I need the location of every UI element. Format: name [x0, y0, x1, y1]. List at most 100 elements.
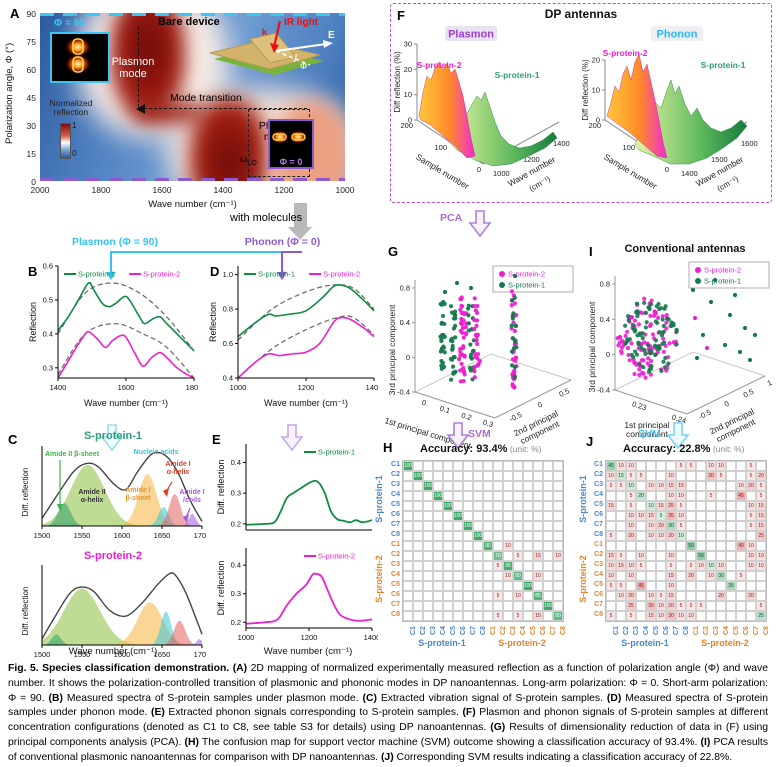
- matrix-cell: [726, 461, 736, 471]
- matrix-cell: [443, 611, 453, 621]
- matrix-cell: 100: [403, 461, 413, 471]
- data-point: [737, 349, 743, 355]
- legend-label: S-protein-2: [143, 270, 180, 279]
- matrix-cell: [513, 561, 523, 571]
- row-label: C4: [594, 491, 603, 498]
- series-s-protein-1: [57, 281, 195, 352]
- bare-device-label: Bare device: [158, 16, 220, 28]
- matrix-cell: [696, 471, 706, 481]
- col-label: C8: [560, 626, 567, 635]
- matrix-cell: [606, 521, 616, 531]
- tick-label: 1400: [364, 633, 378, 642]
- matrix-cell: 5: [616, 481, 626, 491]
- matrix-cell: 20: [666, 601, 676, 611]
- matrix-cell: [553, 571, 563, 581]
- matrix-cell: [686, 521, 696, 531]
- matrix-cell: [543, 561, 553, 571]
- panel-e: E 0.2 0.3 0.4 Diff. reflection S-protein-1 1…: [208, 428, 380, 662]
- data-point: [643, 325, 649, 330]
- data-point: [449, 377, 454, 382]
- matrix-cell: [423, 511, 433, 521]
- matrix-cell: [493, 511, 503, 521]
- data-point: [510, 383, 516, 389]
- matrix-cell: [616, 531, 626, 541]
- data-point: [461, 366, 466, 371]
- matrix-cell: [513, 541, 523, 551]
- caption-bold: (H): [184, 736, 199, 748]
- phonon-to-e-arrow: [280, 424, 306, 457]
- matrix-cell: [473, 471, 483, 481]
- data-point: [509, 298, 515, 303]
- col-label: C5: [450, 626, 457, 635]
- plasmon-branch-label: Plasmon (Φ = 90): [72, 236, 158, 248]
- data-point: [626, 352, 631, 358]
- tick-label: 1650: [154, 531, 171, 540]
- row-label: C3: [594, 561, 603, 568]
- matrix-cell: [706, 511, 716, 521]
- matrix-cell: [543, 581, 553, 591]
- data-point: [510, 357, 515, 362]
- col-label: C2: [623, 626, 630, 635]
- arrowC-svg: [100, 424, 124, 452]
- tick-label: -0.4: [397, 388, 410, 397]
- matrix-cell: 5: [636, 561, 646, 571]
- data-point: [452, 370, 457, 375]
- e-field-label: E: [328, 30, 335, 41]
- matrix-cell: [503, 581, 513, 591]
- data-point: [632, 318, 638, 323]
- tick-label: 0.4: [231, 458, 241, 467]
- matrix-cell: [676, 591, 686, 601]
- matrix-cell: [736, 461, 746, 471]
- s-protein-1-surface: [448, 91, 558, 167]
- matrix-cell: [646, 551, 656, 561]
- group-label: S-protein-2: [374, 555, 384, 603]
- phi0-field-inset: Φ = 0: [268, 119, 314, 169]
- data-point: [475, 352, 481, 357]
- matrix-cell: [696, 491, 706, 501]
- matrix-cell: [413, 581, 423, 591]
- data-point: [509, 289, 515, 294]
- matrix-cell: [726, 521, 736, 531]
- matrix-cell: [433, 481, 443, 491]
- data-point: [475, 332, 480, 337]
- matrix-cell: [483, 601, 493, 611]
- data-point: [459, 361, 464, 367]
- data-point: [708, 299, 714, 305]
- matrix-cell: 15: [606, 501, 616, 511]
- matrix-cell: [413, 571, 423, 581]
- tick-label: 0.3: [231, 489, 241, 498]
- matrix-cell: [726, 511, 736, 521]
- data-point: [635, 311, 641, 316]
- matrix-cell: [553, 521, 563, 531]
- matrix-cell: [473, 461, 483, 471]
- a-ytick: 30: [26, 121, 36, 131]
- matrix-cell: [453, 481, 463, 491]
- omega-lo-label: ωLO: [240, 154, 257, 167]
- matrix-cell: [616, 611, 626, 621]
- matrix-cell: [706, 611, 716, 621]
- matrix-cell: [483, 551, 493, 561]
- matrix-cell: 5: [606, 581, 616, 591]
- tick-label: 0.6: [223, 339, 233, 348]
- matrix-cell: 10: [606, 471, 616, 481]
- phi90-field-inset: [50, 32, 110, 83]
- matrix-cell: [656, 491, 666, 501]
- data-point: [509, 349, 515, 354]
- matrix-cell: [453, 541, 463, 551]
- s-protein-2-label: S-protein-2: [417, 60, 462, 70]
- tick-label: 0.5: [742, 387, 755, 400]
- data-point: [747, 357, 753, 363]
- matrix-cell: [503, 551, 513, 561]
- data-point: [464, 332, 469, 337]
- tick-label: 0.3: [43, 363, 53, 372]
- matrix-cell: [483, 501, 493, 511]
- matrix-cell: 15: [756, 521, 766, 531]
- matrix-cell: 10: [553, 551, 563, 561]
- matrix-cell: 10: [533, 571, 543, 581]
- matrix-cell: 10: [746, 501, 756, 511]
- panel-h: H Accuracy: 93.4% (unit: %) 100 100 100 100 1…: [374, 432, 585, 662]
- matrix-cell: [433, 461, 443, 471]
- panel-a-label: A: [10, 6, 20, 21]
- data-point: [637, 331, 642, 336]
- tick-label: 0.4: [600, 315, 610, 324]
